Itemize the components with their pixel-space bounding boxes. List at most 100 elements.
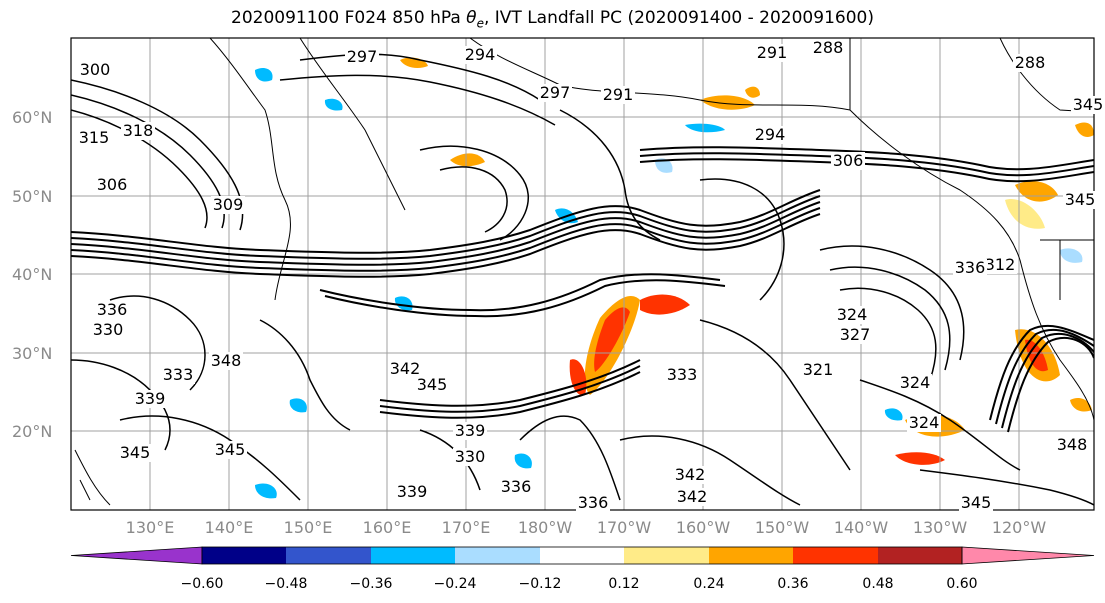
contour-lines [71, 53, 1094, 506]
contour-label: 336 [578, 493, 609, 512]
contour-label: 348 [1057, 435, 1088, 454]
colorbar-segments [70, 546, 1095, 565]
pc-weak-negative-area [655, 158, 673, 173]
contour-label-bg [395, 483, 429, 501]
contour-label-bg [601, 86, 635, 104]
pc-negative-area [884, 408, 903, 421]
colorbar-tick-label: 0.12 [608, 576, 639, 592]
lat-label: 30°N [12, 344, 52, 363]
colorbar-extend-high [961, 546, 1095, 565]
contour-label-bg [1063, 191, 1097, 209]
contour-label: 345 [215, 440, 246, 459]
coastline-philippines [74, 449, 111, 506]
contour-label: 345 [1065, 190, 1096, 209]
contour-label-bg [345, 48, 379, 66]
contour-label-bg [673, 466, 707, 484]
lon-label: 130°W [913, 518, 968, 537]
contour-label: 294 [465, 45, 496, 64]
contour-label-bg [1071, 96, 1105, 114]
contour-label-bg [388, 360, 422, 378]
contour-label-bg [801, 361, 835, 379]
contour-label-bg [91, 321, 125, 339]
contour-label-bg [753, 126, 787, 144]
pc-positive-area [700, 95, 755, 110]
title-prefix: 2020091100 F024 850 hPa [231, 8, 467, 28]
contour-label-bg [898, 374, 932, 392]
contour-label-bg [811, 39, 845, 57]
contour-label: 291 [603, 85, 634, 104]
contour-label: 345 [961, 493, 992, 512]
contour-label: 306 [833, 151, 864, 170]
pc-positive-area [745, 86, 760, 98]
lat-label: 40°N [12, 265, 52, 284]
contour-label: 315 [79, 128, 110, 147]
coastline-asia [209, 38, 291, 301]
contour-label-bg [118, 444, 152, 462]
colorbar-segment [286, 547, 371, 564]
pc-weak-negative-area [1060, 248, 1083, 263]
pc-strong-positive-area [640, 294, 690, 315]
contour-label: 336 [955, 258, 986, 277]
lon-label: 140°E [205, 518, 254, 537]
colorbar-tick-label: −0.48 [265, 576, 308, 592]
contour-label: 318 [123, 121, 154, 140]
contour-label-bg [959, 494, 993, 512]
colorbar-segment [624, 547, 709, 564]
contour-label-bg [907, 414, 941, 432]
pc-negative-area [255, 68, 273, 82]
contour-labels: 297 294 291 288 288 300 315 318 306 309 297 291 294 3… [77, 38, 1105, 512]
map-title: 2020091100 F024 850 hPa θe, IVT Landfall… [0, 8, 1105, 30]
contour-label: 339 [397, 482, 428, 501]
contour-label-bg [675, 488, 709, 506]
contour-label: 306 [97, 175, 128, 194]
lon-label: 170°E [442, 518, 491, 537]
contour-label: 339 [455, 421, 486, 440]
pc-positive-area [1070, 398, 1092, 412]
contour-label: 288 [1015, 53, 1046, 72]
contour-label: 324 [900, 373, 931, 392]
contour-label-bg [463, 46, 497, 64]
contour-label: 324 [837, 305, 868, 324]
contour-label-bg [95, 301, 129, 319]
contour-label: 324 [909, 413, 940, 432]
contour-label-bg [95, 176, 129, 194]
contour-label-bg [453, 422, 487, 440]
lon-label: 170°W [597, 518, 652, 537]
contour-label-bg [133, 390, 167, 408]
colorbar-segment [371, 547, 455, 564]
contour-label-bg [576, 494, 610, 512]
contour-label-bg [983, 256, 1017, 274]
colorbar-segment [793, 547, 878, 564]
latitude-labels: 60°N 50°N 40°N 30°N 20°N [12, 108, 52, 441]
contour-label-bg [755, 44, 789, 62]
pc-negative-area [685, 123, 725, 133]
lat-label: 50°N [12, 187, 52, 206]
contour-label: 312 [985, 255, 1016, 274]
contour-label-bg [953, 259, 987, 277]
theta-e-contours [71, 53, 1094, 506]
lon-label: 130°E [126, 518, 175, 537]
contour-label: 342 [677, 487, 708, 506]
title-suffix: , IVT Landfall PC (2020091400 - 20200916… [483, 8, 874, 28]
contour-label-bg [1055, 436, 1089, 454]
colorbar-tick-label: 0.24 [693, 576, 724, 592]
contour-label: 297 [347, 47, 378, 66]
pc-positive-area [1075, 122, 1094, 137]
lon-label: 150°E [284, 518, 333, 537]
colorbar-tick-label: −0.24 [434, 576, 477, 592]
contour-label: 309 [213, 195, 244, 214]
contour-label-bg [161, 366, 195, 384]
colorbar-tick-label: −0.12 [519, 576, 562, 592]
contour-label-bg [209, 352, 243, 370]
contour-label: 333 [163, 365, 194, 384]
coastline-us-west [1019, 259, 1094, 421]
contour-label-bg [831, 152, 865, 170]
colorbar-tick-label: 0.48 [862, 576, 893, 592]
contour-label: 330 [455, 447, 486, 466]
contour-label: 348 [211, 351, 242, 370]
contour-label-bg [121, 122, 155, 140]
lat-label: 60°N [12, 108, 52, 127]
contour-label: 330 [93, 320, 124, 339]
lon-label: 140°W [834, 518, 889, 537]
